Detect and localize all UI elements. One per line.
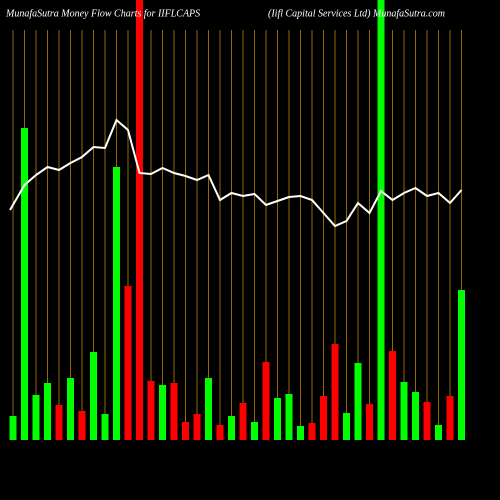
bar (113, 167, 120, 440)
chart-subtitle: (Iifl Capital Services Ltd) MunafaSutra.… (268, 8, 445, 19)
bar (400, 382, 408, 440)
bar (21, 128, 28, 440)
bar (354, 363, 362, 440)
bar (182, 422, 189, 440)
bar (228, 416, 235, 440)
bar (67, 378, 74, 440)
bar (262, 362, 270, 440)
bar (377, 0, 385, 440)
bar (331, 344, 339, 440)
bar (101, 414, 109, 440)
bar (343, 413, 350, 440)
bar (90, 352, 97, 440)
bar (216, 425, 224, 440)
bar (147, 381, 155, 440)
bar (308, 423, 316, 440)
bar (9, 416, 17, 440)
bar (366, 404, 373, 440)
bar (159, 385, 166, 440)
bar (423, 402, 431, 440)
bar (412, 392, 419, 440)
bar (124, 286, 132, 440)
bar (239, 403, 247, 440)
bar (205, 378, 212, 440)
bar (446, 396, 454, 440)
bar (389, 351, 396, 440)
bar (193, 414, 201, 440)
bar (458, 290, 465, 440)
bar (136, 0, 143, 440)
bar (320, 396, 327, 440)
money-flow-line (9, 118, 463, 228)
bar (435, 425, 442, 440)
bar (297, 426, 304, 440)
bar (32, 395, 40, 440)
bar (44, 383, 51, 440)
plot (9, 0, 465, 440)
bar (170, 383, 178, 440)
chart-title: MunafaSutra Money Flow Charts for IIFLCA… (5, 8, 200, 19)
bar (78, 411, 86, 440)
bar (55, 405, 63, 440)
bar (251, 422, 258, 440)
bar (274, 398, 281, 440)
bar (285, 394, 293, 440)
